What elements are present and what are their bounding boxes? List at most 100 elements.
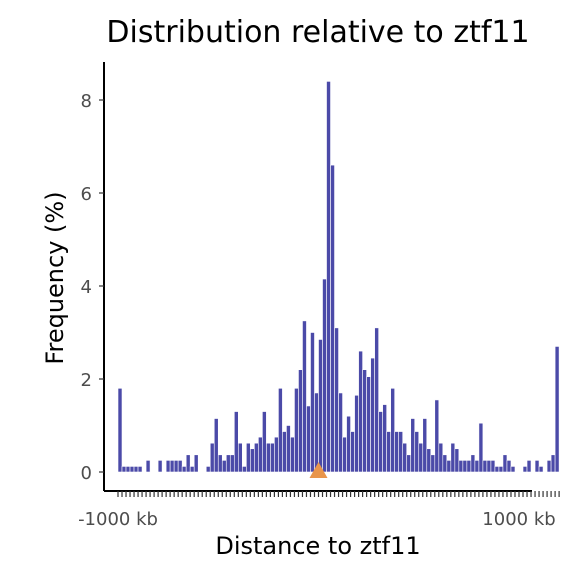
x-tick-label-min: -1000 kb	[78, 509, 158, 530]
histogram-bar	[346, 415, 351, 473]
y-tick-label: 0	[81, 463, 92, 484]
chart-title: Distribution relative to ztf11	[106, 15, 529, 50]
histogram-bar	[550, 454, 556, 473]
histogram-bar	[133, 466, 139, 473]
histogram-bar	[522, 466, 528, 473]
y-axis-title: Frequency (%)	[41, 191, 69, 364]
histogram-bar	[386, 431, 391, 473]
histogram-bar	[362, 369, 367, 473]
histogram-bar	[402, 442, 408, 473]
histogram-bar	[390, 387, 395, 473]
histogram-bar	[494, 466, 500, 473]
histogram-bar	[225, 454, 231, 473]
histogram-bar	[370, 357, 375, 473]
histogram-bar	[165, 460, 171, 473]
histogram-bar	[205, 466, 211, 473]
histogram-bar	[229, 454, 235, 473]
histogram-bar	[474, 460, 480, 473]
histogram-bar	[270, 442, 275, 473]
histogram-bar	[250, 448, 255, 473]
histogram-bar	[213, 418, 219, 473]
histogram-bar	[278, 387, 283, 473]
histogram-bar	[121, 466, 127, 473]
histogram-bar	[350, 431, 355, 473]
histogram-bar	[506, 460, 512, 473]
histogram-bar	[137, 466, 143, 473]
x-ticks-group	[117, 491, 560, 497]
histogram-bar	[490, 460, 496, 473]
histogram-bar	[294, 387, 299, 473]
histogram-bar	[398, 431, 404, 473]
histogram-bar	[334, 327, 339, 473]
histogram-bar	[426, 448, 432, 473]
histogram-bar	[310, 332, 315, 473]
histogram-bar	[238, 442, 243, 473]
histogram-bar	[498, 466, 504, 473]
histogram-bar	[306, 405, 311, 473]
histogram-bar	[209, 442, 215, 473]
y-ticks-group: 0 2 4 6 8	[81, 91, 104, 484]
histogram-bar	[157, 460, 163, 473]
histogram-bar	[486, 460, 492, 473]
histogram-bar	[185, 454, 191, 473]
histogram-bar	[526, 460, 532, 473]
histogram-bar	[233, 411, 239, 473]
histogram-bar	[318, 339, 323, 473]
histogram-bar	[482, 460, 488, 473]
histogram-bar	[442, 454, 448, 473]
histogram-bar	[422, 418, 428, 473]
histogram-bar	[246, 442, 251, 473]
histogram-bar	[418, 442, 424, 473]
histogram-bar	[374, 327, 379, 473]
histogram-bar	[242, 466, 247, 473]
histogram-bar	[410, 418, 416, 473]
histogram-bar	[254, 442, 259, 473]
histogram-bar	[394, 431, 400, 473]
histogram-bar	[342, 436, 347, 473]
histogram-bar	[534, 460, 540, 473]
histogram-bar	[298, 369, 303, 473]
histogram-bar	[478, 422, 484, 473]
histogram-bar	[302, 320, 307, 473]
histogram-bar	[326, 81, 331, 473]
histogram-bar	[470, 454, 476, 473]
histogram-bar	[546, 460, 552, 473]
histogram-bar	[430, 454, 436, 473]
histogram-bar	[117, 387, 123, 473]
histogram-bar	[189, 466, 195, 473]
histogram-bar	[354, 394, 359, 473]
histogram-bar	[358, 350, 363, 473]
histogram-bar	[145, 460, 151, 473]
histogram-bar	[322, 278, 327, 473]
x-axis-title: Distance to ztf11	[215, 532, 420, 560]
histogram-bar	[258, 436, 263, 473]
histogram-bar	[290, 436, 295, 473]
histogram-bar	[330, 164, 335, 473]
histogram-bar	[181, 466, 187, 473]
histogram-bar	[554, 346, 560, 473]
histogram-bar	[466, 460, 472, 473]
histogram-bar	[169, 460, 175, 473]
histogram-bar	[282, 431, 287, 473]
histogram-bar	[193, 454, 199, 473]
histogram-bar	[266, 442, 271, 473]
y-tick-label: 8	[81, 91, 92, 112]
histogram-bar	[446, 460, 452, 473]
histogram-bar	[378, 411, 383, 473]
histogram-bar	[173, 460, 179, 473]
y-tick-label: 4	[81, 277, 92, 298]
y-tick-label: 2	[81, 370, 92, 391]
histogram-bar	[221, 460, 227, 473]
histogram-bar	[274, 436, 279, 473]
histogram-bar	[217, 454, 223, 473]
histogram-bar	[502, 454, 508, 473]
histogram-bar	[125, 466, 131, 473]
histogram-bar	[450, 442, 456, 473]
bars-group	[117, 81, 560, 473]
histogram-bar	[438, 442, 444, 473]
histogram-bar	[262, 411, 267, 473]
x-tick-label-max: 1000 kb	[482, 509, 555, 530]
histogram-bar	[382, 404, 387, 473]
histogram-bar	[406, 454, 412, 473]
